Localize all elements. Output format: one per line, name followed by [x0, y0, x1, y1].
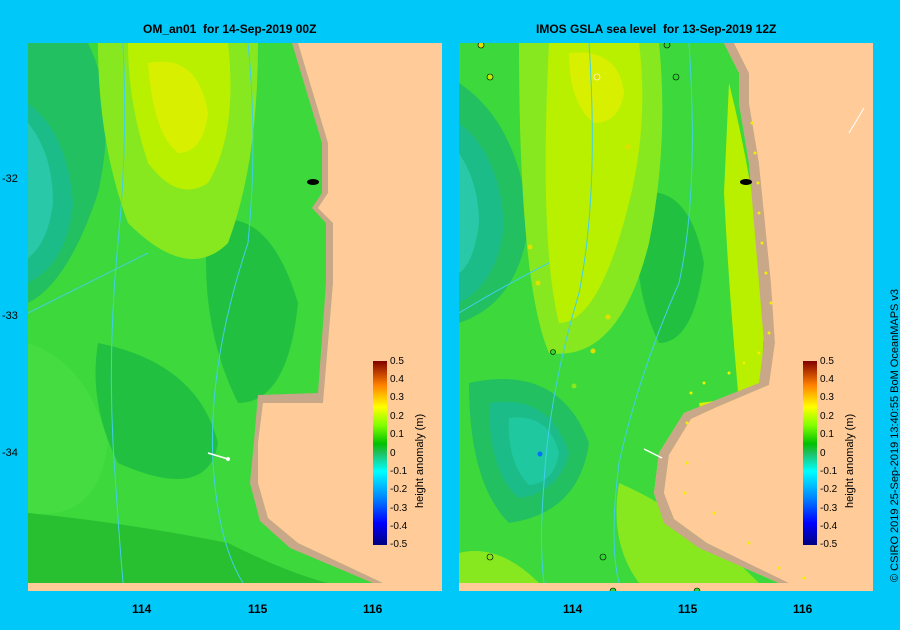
- latitude-label: -34: [2, 447, 18, 459]
- vector-arrow: [207, 452, 229, 460]
- left-colorbar-tick: -0.3: [390, 503, 408, 514]
- observation-dot: [550, 349, 556, 355]
- observation-dot: [663, 43, 671, 49]
- left-map-title: OM_an01 for 14-Sep-2019 00Z: [143, 22, 317, 36]
- observation-dot: [535, 280, 541, 286]
- left-colorbar-tick: 0.5: [390, 356, 404, 367]
- right-colorbar-tick: 0.1: [820, 429, 834, 440]
- anomaly-high: [545, 43, 643, 323]
- left-colorbar: [373, 361, 387, 545]
- left-colorbar-tick: 0.1: [390, 429, 404, 440]
- contour-line: [211, 43, 254, 584]
- right-map-graphic: [459, 43, 873, 591]
- right-colorbar-tick: -0.1: [820, 466, 838, 477]
- observation-dot: [672, 73, 680, 81]
- credit-text: © CSIRO 2019 25-Sep-2019 13:40:55 BoM Oc…: [889, 288, 900, 582]
- contour-line: [28, 252, 149, 314]
- observation-dot: [537, 451, 543, 457]
- longitude-label: 115: [248, 602, 268, 616]
- observation-dot: [590, 348, 596, 354]
- right-colorbar-tick: -0.3: [820, 503, 838, 514]
- right-colorbar-tick: 0.2: [820, 411, 834, 422]
- right-colorbar-tick: 0.4: [820, 374, 834, 385]
- observation-dot: [625, 144, 631, 150]
- anomaly-band: [459, 551, 539, 583]
- shelf-edge: [654, 43, 789, 583]
- latitude-label: -32: [2, 173, 18, 185]
- right-colorbar-tick: 0.5: [820, 356, 834, 367]
- observation-dot: [593, 73, 601, 81]
- vector-arrow: [848, 107, 865, 134]
- anomaly-band: [28, 343, 108, 515]
- right-map-title: IMOS GSLA sea level for 13-Sep-2019 12Z: [536, 22, 777, 36]
- anomaly-band: [459, 153, 479, 273]
- right-colorbar-label: height anomaly (m): [844, 413, 856, 508]
- right-colorbar-tick: -0.2: [820, 484, 838, 495]
- vector-dot: [226, 457, 230, 461]
- longitude-label: 114: [132, 602, 152, 616]
- island: [740, 179, 752, 185]
- observation-dot: [477, 43, 485, 49]
- left-colorbar-tick: -0.2: [390, 484, 408, 495]
- longitude-label: 116: [793, 602, 813, 616]
- anomaly-band: [206, 219, 298, 403]
- observation-dot: [486, 553, 494, 561]
- right-colorbar-tick: 0.3: [820, 392, 834, 403]
- right-colorbar-tick: -0.5: [820, 539, 838, 550]
- observation-dot: [599, 553, 607, 561]
- contour-line: [459, 262, 550, 314]
- left-colorbar-tick: -0.4: [390, 521, 408, 532]
- anomaly-high: [569, 52, 624, 123]
- contour-line: [613, 43, 693, 584]
- left-colorbar-label: height anomaly (m): [414, 413, 426, 508]
- left-colorbar-tick: 0: [390, 448, 396, 459]
- left-colorbar-tick: 0.3: [390, 392, 404, 403]
- observation-dot: [527, 244, 533, 250]
- anomaly-band: [636, 191, 704, 343]
- left-colorbar-tick: -0.1: [390, 466, 408, 477]
- vector-arrow: [643, 448, 663, 459]
- longitude-label: 116: [363, 602, 383, 616]
- left-colorbar-tick: -0.5: [390, 539, 408, 550]
- island: [307, 179, 319, 185]
- coastal-observation-dots: [683, 121, 806, 580]
- latitude-label: -33: [2, 310, 18, 322]
- contour-line: [541, 43, 593, 584]
- observation-dot: [605, 314, 611, 320]
- anomaly-band: [28, 513, 328, 583]
- observation-dot: [609, 587, 617, 591]
- land-mass: [258, 43, 442, 583]
- observation-dot: [693, 587, 701, 591]
- anomaly-band: [95, 343, 218, 479]
- anomaly-band: [508, 417, 559, 485]
- left-colorbar-tick: 0.2: [390, 411, 404, 422]
- right-colorbar-tick: 0: [820, 448, 826, 459]
- land-mass: [664, 43, 873, 583]
- contour-line: [110, 43, 126, 584]
- longitude-label: 115: [678, 602, 698, 616]
- left-map-graphic: [28, 43, 442, 584]
- observation-dot: [571, 383, 577, 389]
- longitude-label: 114: [563, 602, 583, 616]
- anomaly-high: [724, 83, 764, 403]
- right-colorbar: [803, 361, 817, 545]
- observation-dot: [486, 73, 494, 81]
- left-map: [28, 43, 442, 591]
- anomaly-band: [28, 123, 53, 258]
- anomaly-high: [148, 61, 208, 153]
- right-colorbar-tick: -0.4: [820, 521, 838, 532]
- left-colorbar-tick: 0.4: [390, 374, 404, 385]
